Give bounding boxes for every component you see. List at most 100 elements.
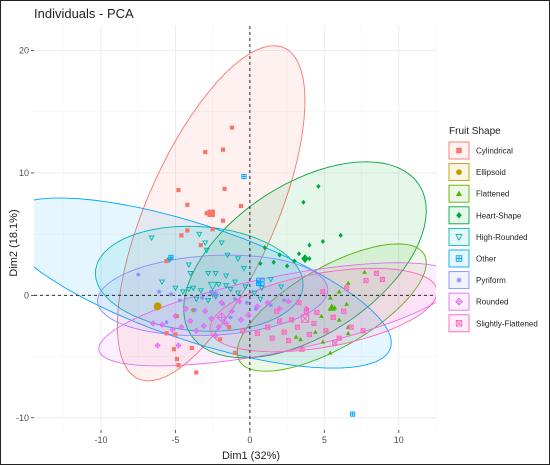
data-point-rounded — [285, 298, 292, 305]
data-point-rounded — [236, 298, 243, 305]
legend-label: Ellipsoid — [476, 168, 506, 177]
data-point-cylindrical — [185, 228, 190, 233]
data-point-slightly-flattened — [360, 328, 366, 334]
data-point-pyriform — [209, 289, 214, 294]
legend-marker-ellipsoid — [456, 169, 462, 175]
data-point-cylindrical — [176, 187, 181, 193]
data-point-slightly-flattened-x — [360, 328, 366, 334]
confidence-ellipse — [94, 225, 304, 332]
data-point-slightly-flattened — [286, 338, 292, 344]
legend-marker-other — [455, 255, 463, 262]
data-point-slightly-flattened-box — [344, 285, 350, 291]
data-point-rounded — [264, 299, 271, 306]
data-point-high-rounded — [257, 296, 264, 303]
data-point-cylindrical — [173, 332, 178, 337]
legend-label: High-Rounded — [476, 233, 528, 242]
legend-marker-high-rounded — [455, 234, 463, 241]
data-point-high-rounded — [185, 262, 192, 269]
data-point-high-rounded — [258, 285, 265, 292]
centroid-rounded-plus — [217, 312, 227, 322]
legend-item-slightly-flattened: Slightly-Flattened — [448, 314, 538, 333]
data-point-rounded — [182, 305, 190, 312]
data-point-flattened — [336, 317, 342, 322]
legend-label: Heart-Shape — [476, 211, 522, 220]
data-point-high-rounded — [158, 279, 166, 286]
data-point-high-rounded — [166, 257, 173, 264]
data-point-slightly-flattened-x — [296, 300, 302, 306]
data-point-rounded — [222, 320, 230, 327]
data-point-slightly-flattened-box — [379, 276, 385, 282]
data-point-slightly-flattened-box — [265, 324, 271, 330]
data-point-high-rounded — [205, 271, 212, 277]
data-point-slightly-flattened-box — [348, 324, 354, 330]
data-point-slightly-flattened — [254, 330, 260, 336]
data-point-heart-shape — [296, 251, 302, 257]
data-point-slightly-flattened-box — [320, 289, 326, 295]
legend-item-flattened: Flattened — [448, 184, 509, 203]
data-point-slightly-flattened-box — [303, 308, 310, 314]
centroid-slightly-flattened-box — [300, 314, 310, 323]
data-point-high-rounded — [242, 284, 249, 291]
data-point-high-rounded — [222, 273, 230, 280]
data-point-pyriform — [268, 303, 273, 308]
data-point-heart-shape — [320, 238, 325, 244]
data-point-heart-shape — [277, 252, 282, 258]
legend-label: Pyriform — [476, 276, 506, 285]
data-point-slightly-flattened — [341, 308, 347, 314]
data-point-cylindrical — [218, 337, 223, 342]
legend-title: Fruit Shape — [449, 126, 501, 137]
data-point-slightly-flattened — [323, 328, 329, 334]
data-point-slightly-flattened — [330, 314, 336, 320]
data-point-cylindrical — [238, 203, 244, 209]
data-point-pyriform — [200, 295, 205, 300]
data-point-heart-shape — [292, 258, 297, 264]
legend-label: Cylindrical — [476, 147, 513, 156]
legend-marker-pyriform — [456, 277, 462, 283]
data-point-high-rounded — [172, 285, 179, 292]
data-point-rounded-plus — [187, 318, 193, 324]
legend-marker-other-cross — [456, 255, 462, 262]
data-point-flattened — [313, 329, 318, 334]
data-point-slightly-flattened-x — [240, 328, 245, 334]
data-point-slightly-flattened — [373, 270, 379, 276]
centroid-other-cross — [256, 278, 265, 286]
data-point-cylindrical — [164, 258, 169, 264]
data-point-slightly-flattened — [348, 324, 354, 330]
data-point-rounded — [212, 332, 219, 339]
data-point-slightly-flattened-x — [311, 321, 317, 326]
data-point-pyriform — [232, 296, 238, 302]
data-point-slightly-flattened-box — [314, 309, 320, 316]
data-point-flattened — [327, 350, 333, 355]
centroid-high-rounded — [207, 281, 218, 291]
data-point-slightly-flattened-x — [330, 314, 336, 320]
data-point-rounded — [215, 324, 222, 331]
data-point-rounded-plus — [193, 328, 199, 334]
ellipse-group — [34, 45, 436, 382]
data-point-slightly-flattened-box — [289, 317, 295, 323]
data-point-slightly-flattened-x — [323, 328, 329, 334]
data-point-slightly-flattened-box — [373, 270, 379, 276]
data-point-cylindrical — [179, 233, 184, 238]
data-point-high-rounded — [212, 271, 219, 277]
data-point-flattened — [336, 289, 342, 294]
legend-label: Flattened — [476, 190, 509, 199]
data-point-high-rounded — [227, 286, 234, 293]
data-point-slightly-flattened-x — [277, 318, 283, 324]
data-point-rounded — [208, 315, 215, 322]
data-point-other-cross — [168, 255, 174, 260]
legend-marker-slightly-flattened — [455, 320, 463, 327]
data-point-slightly-flattened-x — [289, 317, 294, 323]
legend-item-pyriform: Pyriform — [448, 271, 506, 290]
data-point-slightly-flattened — [379, 276, 385, 282]
data-point-slightly-flattened-box — [277, 318, 283, 324]
legend-item-heart-shape: Heart-Shape — [448, 206, 522, 225]
data-point-slightly-flattened-x — [304, 308, 309, 314]
x-tick-label: 0 — [247, 435, 252, 445]
data-point-pyriform — [253, 306, 258, 311]
legend-item-ellipsoid: Ellipsoid — [448, 163, 506, 182]
data-point-rounded-plus — [213, 333, 219, 339]
data-point-high-rounded — [231, 279, 239, 286]
data-point-slightly-flattened — [332, 340, 338, 346]
data-point-cylindrical — [232, 350, 238, 355]
